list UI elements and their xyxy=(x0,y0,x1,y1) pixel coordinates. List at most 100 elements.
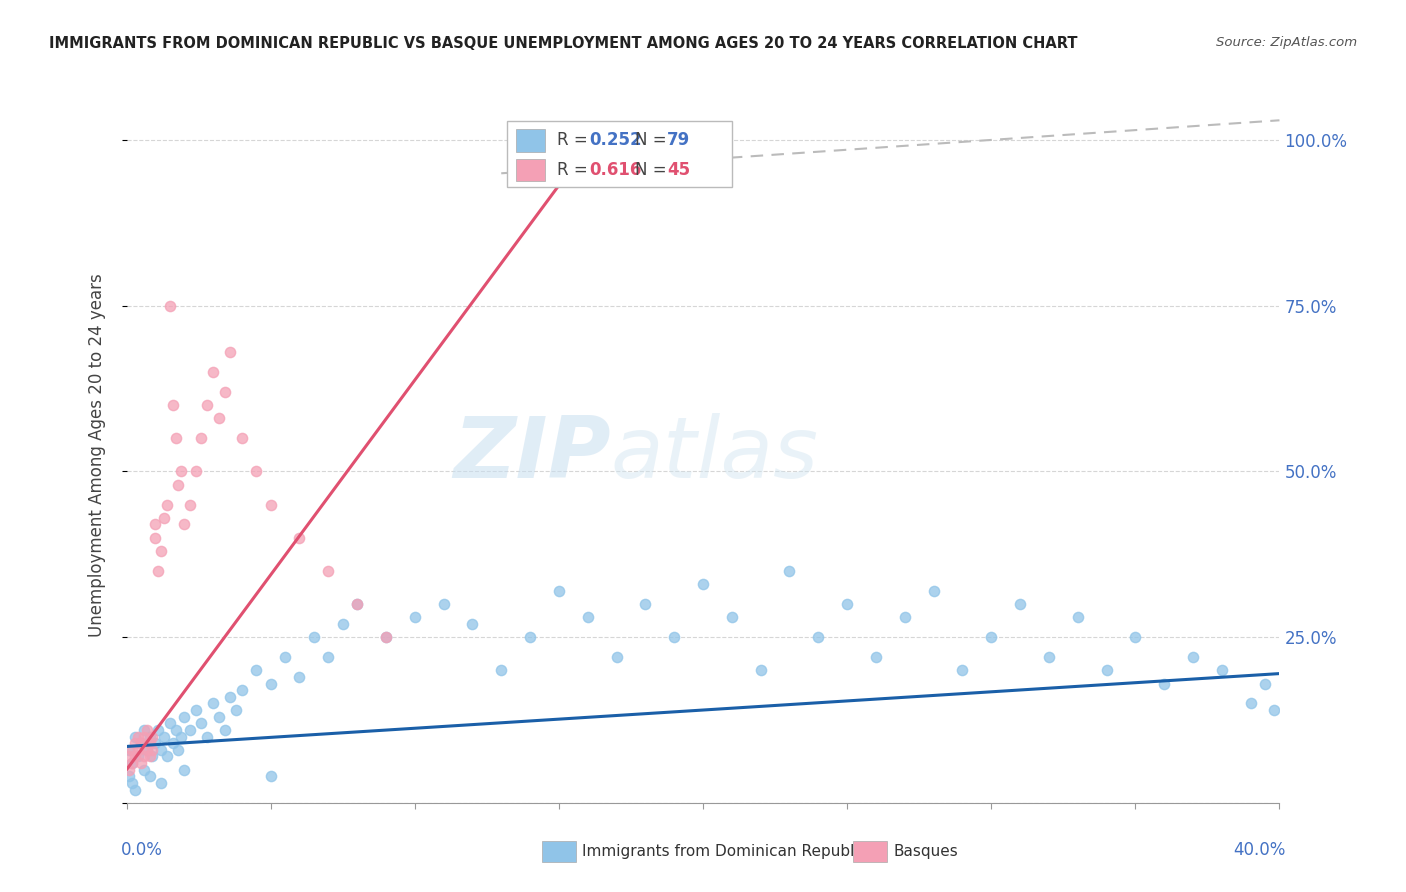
Point xyxy=(548,583,571,598)
Point xyxy=(374,630,398,644)
Point xyxy=(167,477,190,491)
Point xyxy=(148,723,170,737)
Point xyxy=(749,663,772,677)
Point xyxy=(153,730,176,744)
Text: 40.0%: 40.0% xyxy=(1233,841,1285,859)
Point xyxy=(129,736,152,750)
Point xyxy=(135,723,157,737)
Point xyxy=(179,498,201,512)
Point xyxy=(167,743,190,757)
Point xyxy=(121,743,143,757)
Point xyxy=(865,650,887,665)
Point xyxy=(156,498,179,512)
Point xyxy=(148,564,170,578)
Text: R =: R = xyxy=(557,131,592,150)
Point xyxy=(1240,697,1263,711)
Point xyxy=(214,723,236,737)
Point xyxy=(404,610,426,624)
Point xyxy=(141,743,163,757)
Point xyxy=(1181,650,1204,665)
Point xyxy=(129,736,152,750)
FancyBboxPatch shape xyxy=(508,121,731,187)
Point xyxy=(150,776,173,790)
Point xyxy=(145,531,166,545)
Point xyxy=(156,749,179,764)
Point xyxy=(208,411,231,425)
Point xyxy=(332,616,354,631)
Point xyxy=(245,465,267,479)
Point xyxy=(132,749,155,764)
Text: ZIP: ZIP xyxy=(453,413,610,497)
Text: 79: 79 xyxy=(668,131,690,150)
Point xyxy=(922,583,945,598)
FancyBboxPatch shape xyxy=(853,841,887,862)
Point xyxy=(894,610,917,624)
Point xyxy=(274,650,297,665)
Point xyxy=(124,782,146,797)
Text: atlas: atlas xyxy=(610,413,818,497)
Point xyxy=(132,723,155,737)
Point xyxy=(346,597,368,611)
Point xyxy=(124,730,146,744)
Point xyxy=(1153,676,1175,690)
Point xyxy=(720,610,742,624)
Y-axis label: Unemployment Among Ages 20 to 24 years: Unemployment Among Ages 20 to 24 years xyxy=(87,273,105,637)
Point xyxy=(491,663,513,677)
Text: 45: 45 xyxy=(668,161,690,179)
Point xyxy=(231,683,253,698)
Point xyxy=(118,749,141,764)
Point xyxy=(127,743,149,757)
Point xyxy=(225,703,247,717)
Point xyxy=(150,544,173,558)
Point xyxy=(135,743,157,757)
Point xyxy=(634,597,657,611)
Point xyxy=(1211,663,1233,677)
Point xyxy=(576,610,599,624)
Point xyxy=(259,676,281,690)
Point xyxy=(124,736,146,750)
Point xyxy=(118,763,141,777)
Point xyxy=(138,749,160,764)
Point xyxy=(190,716,212,731)
Point xyxy=(219,345,242,359)
Point xyxy=(1010,597,1032,611)
Text: N =: N = xyxy=(636,131,672,150)
Point xyxy=(173,709,195,723)
Text: Source: ZipAtlas.com: Source: ZipAtlas.com xyxy=(1216,36,1357,49)
Point xyxy=(145,736,166,750)
Point xyxy=(519,630,541,644)
Point xyxy=(374,630,398,644)
Text: Immigrants from Dominican Republic: Immigrants from Dominican Republic xyxy=(582,844,868,859)
Point xyxy=(195,398,218,412)
Point xyxy=(118,743,141,757)
Text: IMMIGRANTS FROM DOMINICAN REPUBLIC VS BASQUE UNEMPLOYMENT AMONG AGES 20 TO 24 YE: IMMIGRANTS FROM DOMINICAN REPUBLIC VS BA… xyxy=(49,36,1078,51)
Point xyxy=(288,670,311,684)
Point xyxy=(141,749,163,764)
Point xyxy=(173,763,195,777)
Point xyxy=(170,465,193,479)
Point xyxy=(318,650,340,665)
Point xyxy=(121,776,143,790)
Point xyxy=(950,663,973,677)
FancyBboxPatch shape xyxy=(541,841,576,862)
Point xyxy=(173,517,195,532)
Point xyxy=(141,730,163,744)
Point xyxy=(170,730,193,744)
Point xyxy=(121,756,143,770)
Text: Basques: Basques xyxy=(893,844,957,859)
Point xyxy=(214,384,236,399)
Point xyxy=(1254,676,1277,690)
Point xyxy=(318,564,340,578)
Text: 0.0%: 0.0% xyxy=(121,841,163,859)
Point xyxy=(245,663,267,677)
Point xyxy=(219,690,242,704)
Point xyxy=(145,517,166,532)
Point xyxy=(980,630,1002,644)
Point xyxy=(162,398,184,412)
Point xyxy=(1125,630,1147,644)
Point xyxy=(1038,650,1060,665)
Point xyxy=(664,630,686,644)
Point xyxy=(179,723,201,737)
Text: N =: N = xyxy=(636,161,672,179)
Point xyxy=(150,743,173,757)
